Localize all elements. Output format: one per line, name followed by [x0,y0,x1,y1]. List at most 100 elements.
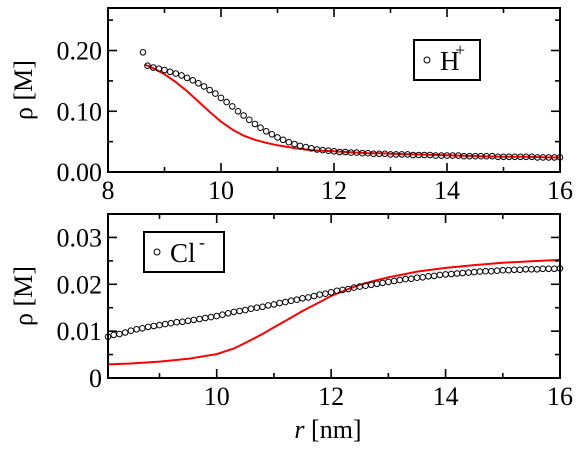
x-tick-label: 12 [318,382,344,411]
x-tick-label: 14 [433,382,459,411]
data-point [274,134,281,141]
data-point [373,280,381,288]
data-point [246,116,253,124]
data-point [413,274,421,282]
fit-curve [107,258,561,366]
data-point [291,140,298,148]
data-point [196,315,203,323]
data-point [144,323,152,331]
data-point [247,305,255,313]
data-point [482,267,489,275]
data-point [453,270,461,277]
data-point [110,331,117,339]
data-point [367,281,375,289]
data-point [213,312,220,320]
data-point [121,329,129,336]
y-tick-label: 0.03 [57,223,103,252]
y-tick-label: 0.10 [57,97,103,126]
data-point [223,98,230,106]
data-point [234,108,242,115]
data-point [166,68,174,76]
data-point [161,320,169,328]
data-point [276,299,283,307]
legend-label: H [440,46,460,76]
data-point [442,271,449,278]
legend-box [413,39,481,81]
data-point [282,298,289,306]
data-point [310,292,318,300]
data-point [144,62,151,69]
data-point [217,94,225,102]
data-point [299,295,306,302]
data-point [316,291,324,298]
data-point [407,275,415,283]
data-point [219,311,226,319]
data-point [459,269,467,277]
data-point [465,269,472,276]
data-point [253,304,261,312]
data-point [533,266,541,273]
data-point [139,49,147,56]
x-tick-label: 14 [434,176,460,205]
data-point [172,70,180,77]
data-point [242,306,249,314]
data-point [229,103,236,110]
data-point [528,266,535,273]
data-point [385,278,392,286]
data-point [200,83,208,90]
data-point [293,296,301,304]
y-tick-label: 0.01 [57,317,103,346]
plot-frame [107,213,561,379]
data-point [264,302,272,309]
data-point [505,266,512,274]
data-point [236,307,243,315]
data-point [488,267,495,275]
x-tick-label: 10 [204,382,230,411]
x-tick-label: 16 [547,176,573,205]
data-point [190,316,198,324]
data-point [476,268,484,275]
x-tick-label: 10 [208,176,234,205]
legend-superscript: + [455,40,465,60]
data-point [430,272,438,280]
data-point [516,266,524,274]
x-tick-label: 12 [321,176,347,205]
data-point [139,325,146,332]
data-point [167,319,175,327]
data-point [240,112,247,119]
legend-label: Cl [170,238,196,268]
x-axis-title-unit: [nm] [305,415,362,444]
legend-marker [423,56,431,64]
data-point [251,120,259,128]
data-point [279,136,287,144]
x-axis-title-symbol: r [294,415,305,444]
data-point [470,268,478,276]
panel-top: 0.00 0.10 0.20 8 10 12 14 16 ρ [M] H+ [9,7,573,205]
x-tick-label: 16 [547,382,573,411]
data-point [206,86,213,94]
x-tick-label: 8 [102,176,115,205]
data-point [224,310,232,317]
y-tick-label: 0.20 [57,37,103,66]
data-point [539,265,547,273]
data-point [195,80,202,87]
data-point [499,266,507,274]
data-point [262,128,270,135]
data-point [287,297,295,305]
data-point [419,274,427,281]
data-point [270,301,278,308]
legend-marker [153,248,161,256]
plot-frame [107,7,561,173]
data-point [156,321,163,329]
data-point [116,330,123,338]
data-point [212,90,219,97]
data-point [133,326,140,333]
data-point [305,294,312,301]
data-point [327,289,335,296]
data-point [296,142,304,150]
data-point [390,277,398,285]
y-tick-label: 0.02 [57,270,103,299]
data-point [178,72,185,79]
data-point [127,327,135,335]
data-point [179,318,186,326]
